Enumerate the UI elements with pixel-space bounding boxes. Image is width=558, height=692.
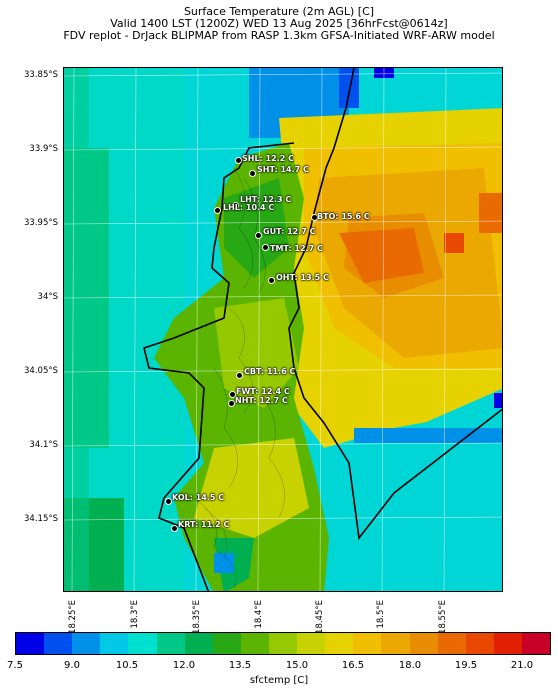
map-valid-time: Valid 1400 LST (1200Z) WED 13 Aug 2025 […	[110, 17, 448, 30]
colorbar-swatch	[409, 633, 438, 654]
colorbar-tick-label: 18.0	[398, 660, 422, 671]
station-label: LHT: 12.3 C	[240, 195, 292, 204]
colorbar-tick-label: 19.5	[454, 660, 478, 671]
colorbar-swatch	[44, 633, 73, 654]
lon-label: 18.25°E	[68, 600, 78, 634]
station-marker[interactable]	[165, 498, 172, 505]
lat-label: 34.05°S	[24, 366, 58, 376]
station-label: NHT: 12.7 C	[235, 396, 288, 405]
station-label: LHL: 10.4 C	[223, 203, 275, 212]
station-marker[interactable]	[228, 400, 235, 407]
station-label: GUT: 12.7 C	[263, 227, 316, 236]
colorbar-swatch	[184, 633, 213, 654]
temperature-field	[64, 68, 502, 591]
station-label: SHL: 12.2 C	[242, 154, 294, 163]
station-marker[interactable]	[311, 214, 318, 221]
colorbar-swatch	[437, 633, 466, 654]
station-label: KRT: 11.2 C	[178, 520, 230, 529]
map-source: FDV replot - DrJack BLIPMAP from RASP 1.…	[63, 29, 495, 42]
station-label: CBT: 11.6 C	[244, 367, 296, 376]
station-marker[interactable]	[249, 170, 256, 177]
colorbar-tick-label: 9.0	[64, 660, 80, 671]
coastline	[143, 68, 502, 591]
station-label: OHT: 13.5 C	[276, 273, 329, 282]
lon-label: 18.45°E	[315, 600, 325, 634]
station-label: KOL: 14.5 C	[172, 493, 225, 502]
map-title: Surface Temperature (2m AGL) [C]	[183, 5, 375, 18]
colorbar-title: sfctemp [C]	[249, 675, 309, 686]
station-label: SHT: 14.7 C	[257, 165, 309, 174]
temperature-map[interactable]: SHL: 12.2 C SHT: 14.7 C LHT: 12.3 C LHL:…	[63, 67, 503, 592]
colorbar-swatch	[493, 633, 522, 654]
station-marker[interactable]	[171, 525, 178, 532]
station-marker[interactable]	[214, 207, 221, 214]
colorbar-swatch	[16, 633, 45, 654]
station-marker[interactable]	[235, 157, 242, 164]
colorbar-tick-label: 15.0	[285, 660, 309, 671]
colorbar-swatch	[297, 633, 326, 654]
colorbar-swatch	[521, 633, 551, 654]
station-marker[interactable]	[232, 202, 239, 209]
station-marker[interactable]	[229, 391, 236, 398]
colorbar-swatch	[381, 633, 410, 654]
station-marker[interactable]	[268, 277, 275, 284]
colorbar-tick-label: 7.5	[7, 660, 23, 671]
colorbar-tick-label: 12.0	[172, 660, 196, 671]
lon-label: 18.4°E	[254, 600, 264, 629]
lat-label: 33.85°S	[24, 70, 58, 80]
lat-label: 33.95°S	[24, 218, 58, 228]
colorbar	[15, 632, 551, 655]
colorbar-swatch	[128, 633, 157, 654]
station-label: BTO: 15.6 C	[317, 212, 370, 221]
lon-label: 18.35°E	[192, 600, 202, 634]
colorbar-tick-label: 10.5	[115, 660, 139, 671]
lat-label: 34°S	[37, 292, 58, 302]
colorbar-swatch	[212, 633, 241, 654]
colorbar-tick-label: 16.5	[341, 660, 365, 671]
station-label: FWT: 12.4 C	[236, 387, 290, 396]
colorbar-swatch	[156, 633, 185, 654]
colorbar-tick-label: 13.5	[228, 660, 252, 671]
lat-label: 34.15°S	[24, 514, 58, 524]
colorbar-tick-label: 21.0	[510, 660, 534, 671]
lat-label: 33.9°S	[29, 144, 58, 154]
lon-label: 18.55°E	[438, 600, 448, 634]
station-marker[interactable]	[262, 244, 269, 251]
station-marker[interactable]	[255, 232, 262, 239]
colorbar-swatch	[325, 633, 354, 654]
colorbar-swatch	[465, 633, 494, 654]
colorbar-swatch	[72, 633, 101, 654]
station-marker[interactable]	[236, 372, 243, 379]
colorbar-swatch	[100, 633, 129, 654]
lon-label: 18.3°E	[130, 600, 140, 629]
colorbar-swatch	[353, 633, 382, 654]
lon-label: 18.5°E	[376, 600, 386, 629]
colorbar-swatch	[268, 633, 298, 654]
lat-label: 34.1°S	[29, 440, 58, 450]
colorbar-swatch	[240, 633, 269, 654]
station-label: TMT: 12.7 C	[270, 244, 323, 253]
